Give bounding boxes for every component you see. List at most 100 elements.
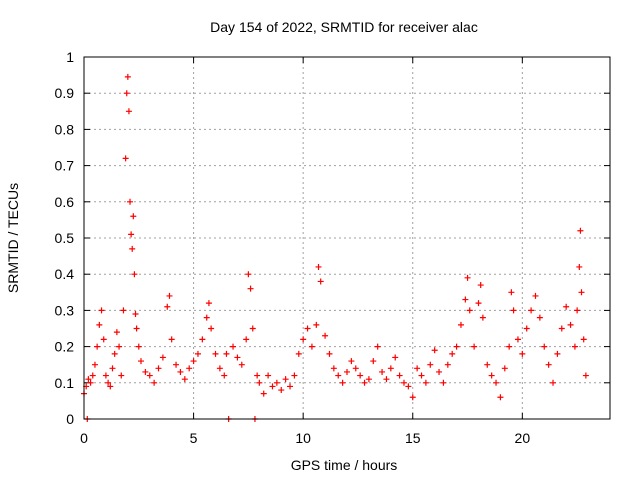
data-point <box>352 365 359 372</box>
y-tick-label: 0.5 <box>55 230 75 246</box>
data-point <box>291 372 298 379</box>
data-point <box>190 358 197 365</box>
data-point <box>431 347 438 354</box>
data-point <box>249 325 256 332</box>
data-point <box>396 372 403 379</box>
data-point <box>265 372 272 379</box>
data-point <box>159 354 166 361</box>
data-point <box>128 231 135 238</box>
data-point <box>223 350 230 357</box>
data-point <box>574 307 581 314</box>
data-point <box>89 372 96 379</box>
data-point <box>414 365 421 372</box>
data-point <box>449 350 456 357</box>
data-point <box>133 325 140 332</box>
data-point <box>365 376 372 383</box>
data-point <box>120 307 127 314</box>
data-point <box>177 368 184 375</box>
data-point <box>164 303 171 310</box>
data-point <box>205 300 212 307</box>
data-point <box>125 108 132 115</box>
data-point <box>387 365 394 372</box>
axis-ticks <box>83 56 610 420</box>
data-point <box>554 350 561 357</box>
data-point <box>87 379 94 386</box>
x-tick-label: 15 <box>405 430 421 446</box>
data-point <box>123 90 130 97</box>
data-point <box>400 379 407 386</box>
data-point <box>563 303 570 310</box>
data-point <box>94 343 101 350</box>
y-tick-label: 0.9 <box>55 85 75 101</box>
data-point <box>344 368 350 375</box>
data-point <box>370 358 377 365</box>
data-point <box>243 336 250 343</box>
data-point <box>122 155 129 162</box>
data-point <box>326 350 333 357</box>
data-point <box>577 227 584 234</box>
data-point <box>427 361 434 368</box>
data-point <box>339 379 346 386</box>
data-point <box>308 343 315 350</box>
data-point <box>166 292 173 299</box>
data-point <box>508 289 515 296</box>
data-point <box>287 383 294 390</box>
data-point <box>357 372 364 379</box>
data-point <box>510 307 517 314</box>
data-point <box>440 379 447 386</box>
data-point <box>142 368 149 375</box>
data-point <box>116 343 123 350</box>
data-point <box>541 343 548 350</box>
y-tick-label: 0.1 <box>55 375 75 391</box>
data-point <box>234 354 241 361</box>
data-point <box>151 379 158 386</box>
y-tick-label: 1 <box>66 49 74 65</box>
data-point <box>118 372 125 379</box>
data-point <box>374 343 381 350</box>
data-point <box>462 296 469 303</box>
data-point <box>199 336 206 343</box>
data-points <box>81 73 589 422</box>
data-point <box>105 379 112 386</box>
data-point <box>130 213 137 220</box>
data-point <box>85 376 92 383</box>
data-point <box>96 321 103 328</box>
data-point <box>532 292 539 299</box>
data-point <box>493 379 500 386</box>
data-point <box>212 350 219 357</box>
data-point <box>168 336 175 343</box>
data-point <box>273 379 280 386</box>
x-tick-label: 5 <box>190 430 198 446</box>
data-point <box>300 336 307 343</box>
x-tick-label: 0 <box>80 430 88 446</box>
data-point <box>221 372 228 379</box>
data-point <box>313 321 320 328</box>
data-point <box>146 372 153 379</box>
data-point <box>545 361 552 368</box>
data-point <box>181 376 188 383</box>
y-tick-label: 0.7 <box>55 158 75 174</box>
data-point <box>330 365 337 372</box>
data-point <box>422 379 429 386</box>
data-point <box>186 365 193 372</box>
y-tick-label: 0 <box>66 411 74 427</box>
data-point <box>361 379 368 386</box>
data-point <box>409 394 416 401</box>
data-point <box>131 271 138 278</box>
data-point <box>129 245 136 252</box>
data-point <box>418 372 425 379</box>
data-point <box>392 354 399 361</box>
data-point <box>444 361 451 368</box>
data-point <box>466 307 473 314</box>
grid-lines <box>84 57 610 419</box>
data-point <box>550 379 557 386</box>
data-point <box>269 383 276 390</box>
data-point <box>488 372 495 379</box>
data-point <box>173 361 180 368</box>
y-tick-label: 0.3 <box>55 302 75 318</box>
data-point <box>278 387 285 394</box>
data-point <box>558 325 565 332</box>
data-point <box>102 372 109 379</box>
data-point <box>137 358 144 365</box>
